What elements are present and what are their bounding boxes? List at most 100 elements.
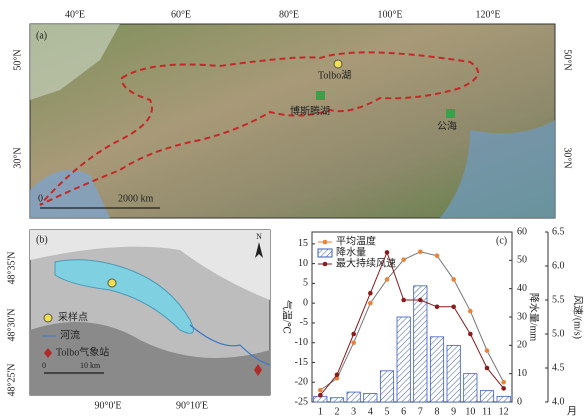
river [189,324,271,366]
site-marker [316,91,325,100]
terrain [30,230,270,300]
x-tick-label: 1 [318,406,323,417]
boundary [39,51,479,206]
map-a: (a) Tolbo湖 博斯腾湖 公海 0 2000 km 40°E 60°E 8… [12,9,573,219]
bar [463,373,478,403]
terrain [30,322,270,395]
point [501,379,506,385]
tick-label: 60 [517,226,527,237]
tick-label: 15 [298,238,308,249]
panel-label: (c) [496,235,507,246]
tick-label: 5.5 [552,294,565,305]
lon-tick: 100°E [377,9,402,20]
bar [363,393,378,403]
point [484,348,490,353]
x-tick-label: 11 [482,406,492,417]
panel-label: (a) [36,30,47,41]
tick-label: 5.0 [552,328,565,339]
tick-label: -25 [295,396,308,407]
lon-tick: 60°E [171,9,191,20]
north-arrow [255,242,263,258]
lon-tick: 90°10'E [176,400,208,411]
tick-label: 5 [303,278,308,289]
site-label: 博斯腾湖 [290,104,330,117]
scale-label: 2000 km [118,193,154,204]
point [434,304,440,310]
point [334,375,340,381]
tick-label: -15 [295,357,308,368]
panel-label: (b) [36,234,48,245]
lon-tick: 90°0'E [95,400,122,411]
lat-tick: 48°25'N [6,363,17,396]
north-arrow: N [256,232,262,241]
bar [429,336,445,403]
legend-marker [44,348,52,358]
site-marker [446,109,455,118]
site-marker [333,59,343,69]
legend-label: 河流 [60,328,80,341]
scale-label: 0 [38,193,43,204]
y2-axis-label: 降水量/mm [528,293,541,342]
x-tick-label: 2 [335,406,340,417]
scale-label: 0 [42,361,46,370]
tick-label: 6.0 [552,260,565,271]
sea [30,170,110,218]
point [468,331,473,337]
point [418,249,423,255]
tick-label: 10 [298,258,308,269]
lat-tick: 50°N [12,49,23,70]
x-tick-label: 4 [368,406,373,417]
tick-label: 30 [517,311,527,322]
point [318,387,323,393]
x-tick-label: 3 [351,406,356,417]
tick-label: 0 [517,396,522,407]
bar [413,285,428,403]
tick-label: 40 [517,283,527,294]
bar [479,390,495,403]
lon-tick: 120°E [475,9,500,20]
legend-marker [43,313,53,323]
legend-swatch [322,261,328,267]
bar [329,397,345,403]
tick-label: 6.5 [552,226,565,237]
line [319,250,505,396]
legend-label: Tolbo气象站 [56,345,109,358]
bar [446,344,461,403]
x-tick-label: 9 [451,406,456,417]
point [451,277,456,282]
map-b: (b) N 采样点 河流 Tolbo气象站 0 10 km 48°35'N 48… [6,229,271,411]
tick-label: -10 [295,337,308,348]
lat-tick: 48°30'N [6,308,17,341]
tick-label: -20 [295,377,308,388]
tick-label: 4.5 [552,362,565,373]
x-axis-label: 月 [567,405,577,417]
legend-label: 降水量 [336,245,366,258]
line [320,251,505,391]
x-tick-label: 7 [418,406,423,417]
tick-label: -5 [300,317,308,328]
legend-swatch [322,239,328,245]
legend-swatch [317,248,333,258]
legend-label: 最大持续风速 [336,256,396,269]
x-tick-label: 6 [401,406,406,417]
point [384,250,390,255]
tick-label: 10 [517,368,527,379]
lat-tick: 50°N [562,49,573,70]
bar [379,370,395,403]
point [351,340,356,345]
tick-label: 20 [517,340,527,351]
lake [54,259,194,334]
x-tick-label: 10 [465,406,475,417]
site-label: 公海 [437,119,457,132]
tick-label: 0 [303,297,308,308]
point [401,297,406,303]
x-tick-label: 12 [499,406,509,417]
chart: (c) 月 气温/℃ 降水量/mm 风速/(m/s) -25 -20 -15 -10 -… [281,226,584,417]
sea [440,120,555,218]
bar [496,395,511,403]
point [451,304,456,310]
point [318,392,323,398]
bar [396,316,411,403]
